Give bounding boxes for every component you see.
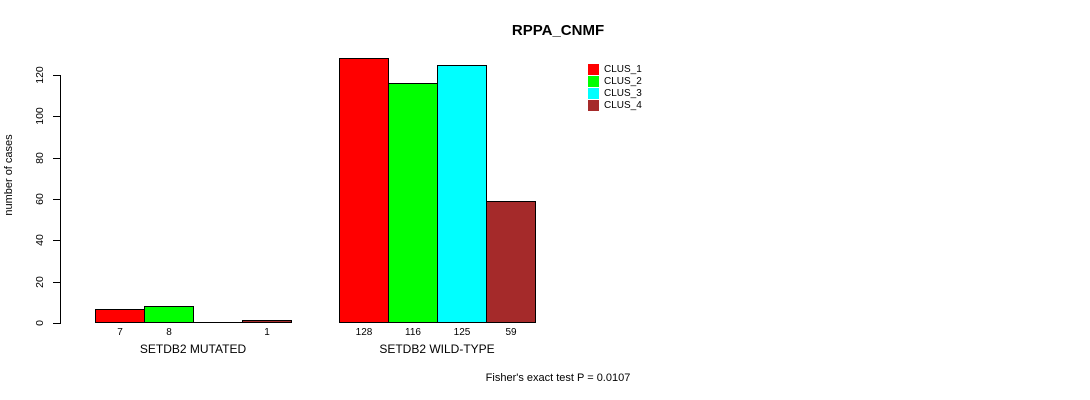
fisher-test-annotation: Fisher's exact test P = 0.0107 (485, 372, 631, 384)
y-tick-mark-100 (53, 116, 60, 117)
bar-value-label-clus-2-setdb2-wild-type: 116 (405, 327, 421, 338)
legend-swatch-clus-2-icon (588, 76, 599, 87)
legend-item-clus-4: CLUS_4 (588, 100, 642, 111)
bar-clus-2-setdb2-mutated (144, 306, 194, 323)
chart-title: RPPA_CNMF (511, 22, 605, 39)
y-tick-mark-120 (53, 75, 60, 76)
y-tick-label-60: 60 (34, 193, 46, 205)
bar-value-label-clus-2-setdb2-mutated: 8 (166, 327, 172, 338)
x-group-label-setdb2-wild-type: SETDB2 WILD-TYPE (379, 342, 495, 356)
legend-swatch-clus-4-icon (588, 100, 599, 111)
y-tick-mark-20 (53, 282, 60, 283)
y-tick-mark-60 (53, 199, 60, 200)
y-tick-label-80: 80 (34, 152, 46, 164)
bar-value-label-clus-1-setdb2-wild-type: 128 (355, 327, 373, 338)
legend-swatch-clus-3-icon (588, 88, 599, 99)
bar-value-label-clus-4-setdb2-wild-type: 59 (505, 327, 517, 338)
bar-value-label-clus-4-setdb2-mutated: 1 (264, 327, 270, 338)
y-tick-mark-40 (53, 240, 60, 241)
legend-item-clus-3: CLUS_3 (588, 88, 642, 99)
legend-label-clus-2: CLUS_2 (604, 76, 642, 87)
x-group-label-setdb2-mutated: SETDB2 MUTATED (139, 342, 247, 356)
legend-label-clus-4: CLUS_4 (604, 100, 642, 111)
bar-clus-3-setdb2-wild-type (437, 65, 487, 323)
legend: CLUS_1 CLUS_2 CLUS_3 CLUS_4 (588, 64, 642, 112)
bar-value-label-clus-3-setdb2-wild-type: 125 (453, 327, 471, 338)
legend-label-clus-3: CLUS_3 (604, 88, 642, 99)
y-axis-label: number of cases (3, 134, 15, 216)
legend-item-clus-1: CLUS_1 (588, 64, 642, 75)
y-tick-mark-80 (53, 158, 60, 159)
y-tick-mark-0 (53, 323, 60, 324)
y-tick-label-20: 20 (34, 276, 46, 288)
y-tick-label-100: 100 (34, 107, 46, 125)
bar-clus-2-setdb2-wild-type (388, 83, 438, 323)
bar-value-label-clus-1-setdb2-mutated: 7 (117, 327, 123, 338)
legend-label-clus-1: CLUS_1 (604, 64, 642, 75)
y-tick-label-120: 120 (34, 66, 46, 84)
bar-clus-3-setdb2-mutated (193, 322, 243, 323)
bar-clus-4-setdb2-wild-type (486, 201, 536, 323)
bar-clus-4-setdb2-mutated (242, 320, 292, 323)
y-tick-label-0: 0 (34, 320, 46, 326)
legend-swatch-clus-1-icon (588, 64, 599, 75)
bar-clus-1-setdb2-mutated (95, 309, 145, 323)
legend-item-clus-2: CLUS_2 (588, 76, 642, 87)
y-tick-label-40: 40 (34, 234, 46, 246)
bar-clus-1-setdb2-wild-type (339, 58, 389, 323)
y-axis-line (60, 75, 61, 324)
